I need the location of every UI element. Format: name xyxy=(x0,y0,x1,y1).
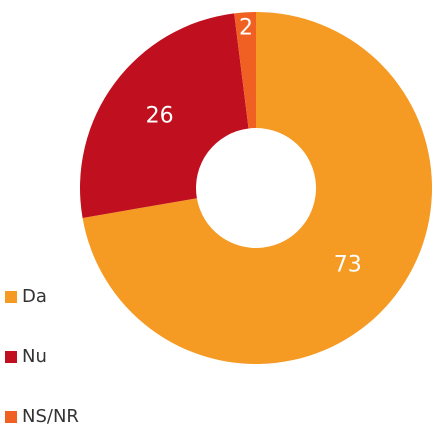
legend-swatch xyxy=(5,351,17,363)
data-label: 73 xyxy=(334,252,362,277)
legend-swatch xyxy=(5,291,17,303)
donut-slice xyxy=(80,13,249,218)
donut-slice xyxy=(234,12,256,129)
legend-label: Da xyxy=(22,286,47,307)
data-label: 2 xyxy=(239,15,253,40)
data-label: 26 xyxy=(146,104,174,129)
legend-label: NS/NR xyxy=(22,406,79,427)
legend-label: Nu xyxy=(22,346,47,367)
legend-swatch xyxy=(5,411,17,423)
donut-slice xyxy=(82,12,433,364)
